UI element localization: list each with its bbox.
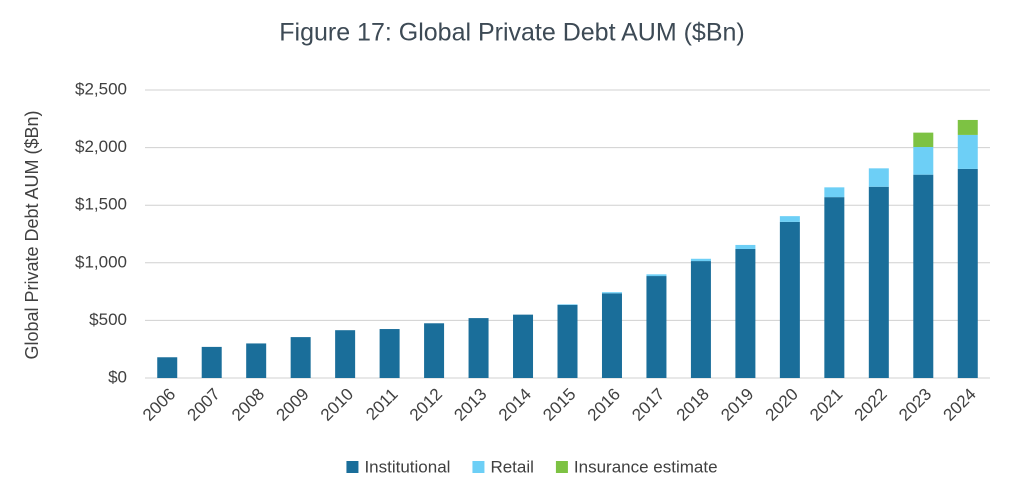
bar-segment <box>690 258 711 262</box>
bar-segment <box>957 119 978 135</box>
x-tick-label: 2013 <box>450 385 490 425</box>
bar-segment <box>779 221 800 378</box>
bar-segment <box>290 337 311 378</box>
bar-segment <box>424 323 445 378</box>
bar-segment <box>646 274 667 277</box>
bar-segment <box>868 186 889 378</box>
legend-label: Institutional <box>364 457 450 476</box>
x-tick-label: 2012 <box>406 385 446 425</box>
x-tick-label: 2010 <box>317 385 357 425</box>
bar-segment <box>957 134 978 169</box>
bar-segment <box>824 187 845 198</box>
bar-segment <box>913 174 934 378</box>
x-tick-label: 2019 <box>717 385 757 425</box>
legend-swatch <box>472 461 485 473</box>
x-tick-label: 2008 <box>228 385 268 425</box>
x-tick-label: 2020 <box>762 385 802 425</box>
bar-segment <box>157 357 178 378</box>
bar-segment <box>690 261 711 378</box>
bar-segment <box>913 147 934 175</box>
bar-segment <box>868 168 889 187</box>
x-tick-label: 2016 <box>584 385 624 425</box>
x-tick-label: 2024 <box>940 385 980 425</box>
y-tick-label: $1,000 <box>75 252 127 271</box>
y-axis-title: Global Private Debt AUM ($Bn) <box>22 110 42 359</box>
legend-label: Retail <box>490 457 533 476</box>
y-tick-label: $2,000 <box>75 137 127 156</box>
bar-segment <box>557 304 578 305</box>
bar-segment <box>824 197 845 378</box>
legend-label: Insurance estimate <box>574 457 718 476</box>
legend-swatch <box>555 461 568 473</box>
chart-title: Figure 17: Global Private Debt AUM ($Bn) <box>279 19 744 47</box>
x-tick-label: 2022 <box>851 385 891 425</box>
bar-segment <box>646 276 667 378</box>
x-tick-label: 2017 <box>628 385 668 425</box>
bar-segment <box>601 293 622 378</box>
bar-segment <box>779 216 800 222</box>
bar-segment <box>335 330 356 378</box>
x-tick-label: 2015 <box>539 385 579 425</box>
y-tick-label: $500 <box>89 310 127 329</box>
x-tick-label: 2014 <box>495 385 535 425</box>
y-tick-label: $0 <box>108 367 127 386</box>
bar-segment <box>201 346 222 378</box>
legend-swatch <box>346 461 359 473</box>
y-tick-label: $1,500 <box>75 195 127 214</box>
x-tick-label: 2011 <box>362 385 401 424</box>
y-tick-label: $2,500 <box>75 79 127 98</box>
x-tick-label: 2007 <box>184 385 224 425</box>
bar-segment <box>957 168 978 378</box>
bar-segment <box>246 343 267 378</box>
x-tick-label: 2021 <box>806 385 846 425</box>
bar-segment <box>913 132 934 148</box>
x-tick-label: 2009 <box>272 385 312 425</box>
bar-segment <box>735 244 756 249</box>
bar-segment <box>557 304 578 378</box>
bar-segment <box>513 314 534 378</box>
x-tick-label: 2023 <box>895 385 935 425</box>
bar-segment <box>735 248 756 378</box>
bar-segment <box>379 329 400 378</box>
bar-segment <box>601 292 622 294</box>
bar-segment <box>468 318 489 378</box>
x-tick-label: 2018 <box>673 385 713 425</box>
x-tick-label: 2006 <box>139 385 179 425</box>
